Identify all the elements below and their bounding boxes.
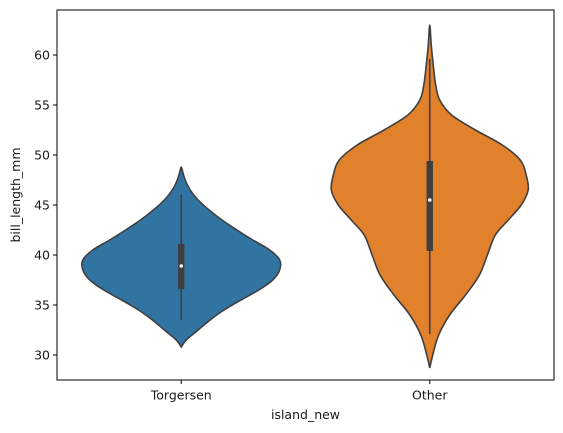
- median-other: [427, 198, 432, 202]
- y-tick-label: 35: [34, 298, 50, 313]
- axes-frame: [56, 9, 555, 381]
- y-tick-label: 55: [34, 98, 50, 113]
- box-other: [426, 161, 433, 251]
- y-tick-label: 45: [34, 198, 50, 213]
- y-tick-label: 40: [34, 248, 50, 263]
- plot-area: [80, 24, 530, 369]
- y-tick-label: 60: [34, 48, 50, 63]
- x-axis-label: island_new: [271, 407, 340, 422]
- y-tick-label: 50: [34, 148, 50, 163]
- x-tick-label: Other: [412, 388, 448, 403]
- median-torgersen: [179, 264, 184, 268]
- y-axis-label: bill_length_mm: [8, 147, 23, 242]
- x-tick-label: Torgersen: [150, 388, 212, 403]
- axes: 30 35 40 45 50 55 60 Torgersen Other: [34, 9, 555, 403]
- y-tick-label: 30: [34, 348, 50, 363]
